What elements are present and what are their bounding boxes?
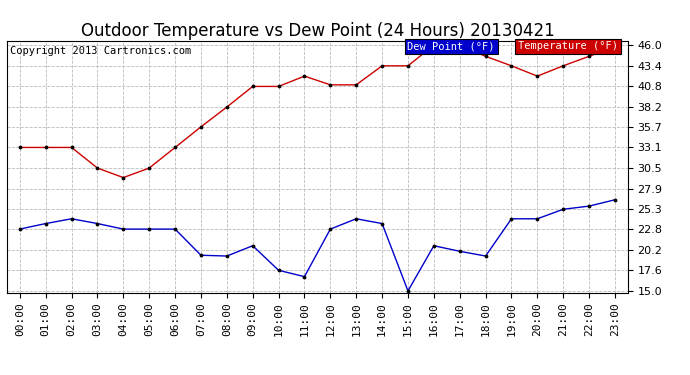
Title: Outdoor Temperature vs Dew Point (24 Hours) 20130421: Outdoor Temperature vs Dew Point (24 Hou…	[81, 22, 554, 40]
Text: Temperature (°F): Temperature (°F)	[518, 41, 618, 51]
Text: Dew Point (°F): Dew Point (°F)	[407, 41, 495, 51]
Text: Copyright 2013 Cartronics.com: Copyright 2013 Cartronics.com	[10, 46, 191, 56]
